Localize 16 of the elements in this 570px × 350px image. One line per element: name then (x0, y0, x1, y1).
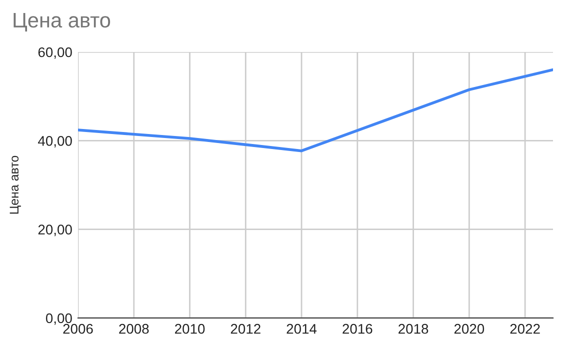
x-tick-label: 2014 (286, 324, 317, 334)
x-tick-label: 2008 (119, 324, 149, 334)
x-tick-label: 2010 (175, 324, 205, 334)
y-tick-label: 20,00 (38, 224, 72, 236)
x-tick-label: 2022 (510, 324, 540, 334)
x-tick-label: 2012 (230, 324, 260, 334)
x-tick-label: 2018 (398, 324, 428, 334)
x-tick-label: 2006 (63, 324, 93, 334)
line-series (78, 68, 553, 152)
x-tick-label: 2020 (454, 324, 484, 334)
y-tick-label: 60,00 (38, 47, 72, 59)
y-tick-label: 0,00 (46, 313, 72, 325)
y-axis-title: Цена авто (10, 156, 21, 214)
y-tick-label: 40,00 (38, 136, 72, 148)
chart-title: Цена авто (14, 13, 110, 32)
x-tick-label: 2016 (342, 324, 372, 334)
